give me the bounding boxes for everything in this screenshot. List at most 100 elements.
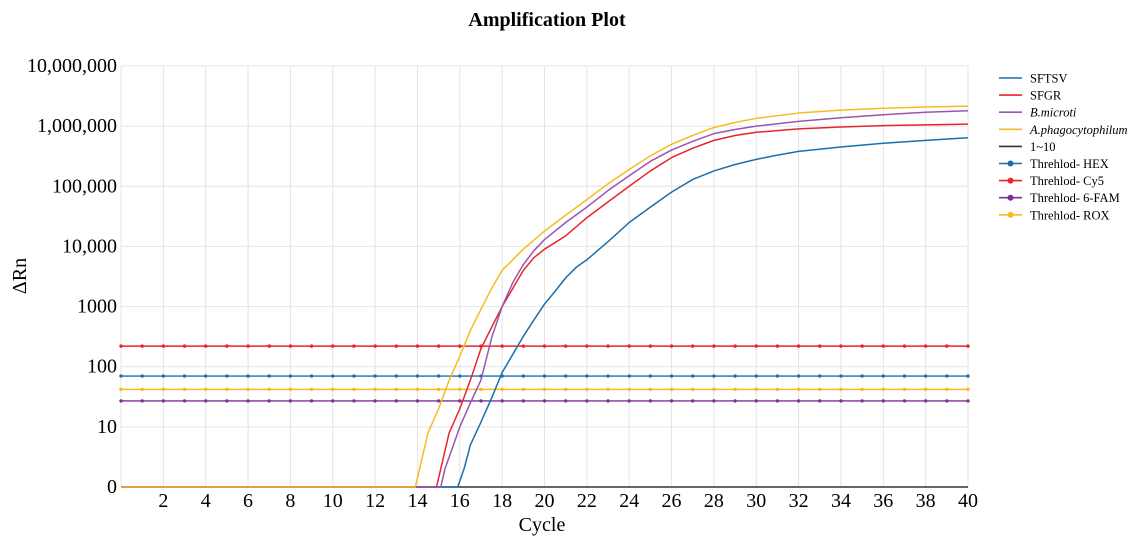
y-tick-label: 10,000 xyxy=(62,235,117,257)
threshold-marker xyxy=(712,344,716,348)
x-tick-label: 38 xyxy=(916,490,936,512)
threshold-line-5 xyxy=(119,374,970,378)
threshold-marker xyxy=(225,374,229,378)
threshold-marker xyxy=(246,374,250,378)
threshold-marker xyxy=(394,399,398,403)
y-tick-label: 0 xyxy=(107,476,117,498)
threshold-marker xyxy=(331,387,335,392)
legend-item: Threhlod- Cy5 xyxy=(999,174,1104,188)
threshold-marker xyxy=(754,374,758,378)
threshold-marker xyxy=(204,344,208,348)
threshold-marker xyxy=(140,374,144,378)
threshold-marker xyxy=(309,399,314,403)
threshold-marker xyxy=(754,344,758,348)
threshold-marker xyxy=(458,399,462,403)
threshold-marker xyxy=(606,387,610,392)
curve-sfgr xyxy=(121,123,969,488)
threshold-marker xyxy=(648,344,653,348)
threshold-marker xyxy=(818,374,822,378)
threshold-marker xyxy=(521,374,526,378)
threshold-marker xyxy=(267,387,271,392)
threshold-marker xyxy=(691,374,695,378)
threshold-marker xyxy=(119,387,123,392)
threshold-marker xyxy=(733,344,737,348)
threshold-marker xyxy=(839,374,843,378)
threshold-marker xyxy=(733,374,737,378)
y-tick-label: 1000 xyxy=(77,296,117,318)
threshold-marker xyxy=(415,374,420,378)
threshold-marker xyxy=(436,374,441,378)
threshold-marker xyxy=(542,387,547,392)
legend-marker xyxy=(1007,211,1014,218)
legend-item: B.microti xyxy=(999,106,1077,120)
threshold-marker xyxy=(521,344,526,348)
threshold-marker xyxy=(775,387,780,392)
threshold-marker xyxy=(860,374,864,378)
threshold-line-7 xyxy=(119,399,970,403)
threshold-marker xyxy=(585,374,589,378)
threshold-marker xyxy=(606,374,610,378)
threshold-marker xyxy=(436,387,441,392)
threshold-marker xyxy=(309,374,314,378)
legend-label: SFTSV xyxy=(1030,72,1068,86)
threshold-marker xyxy=(839,387,843,392)
threshold-marker xyxy=(923,387,928,392)
threshold-marker xyxy=(966,399,970,403)
threshold-marker xyxy=(267,399,271,403)
threshold-marker xyxy=(479,399,483,403)
threshold-marker xyxy=(309,387,314,392)
threshold-marker xyxy=(860,387,864,392)
legend-item: Threhlod- 6-FAM xyxy=(999,191,1120,205)
threshold-marker xyxy=(436,344,441,348)
threshold-marker xyxy=(225,387,229,392)
threshold-marker xyxy=(627,399,631,403)
x-tick-label: 36 xyxy=(873,490,893,512)
threshold-marker xyxy=(733,399,737,403)
threshold-marker xyxy=(373,399,377,403)
plot-area xyxy=(119,105,970,488)
legend-label: SFGR xyxy=(1030,89,1062,103)
threshold-marker xyxy=(860,399,864,403)
threshold-marker xyxy=(161,399,166,403)
threshold-marker xyxy=(966,387,970,392)
threshold-marker xyxy=(331,374,335,378)
threshold-marker xyxy=(945,387,949,392)
threshold-marker xyxy=(246,399,250,403)
threshold-marker xyxy=(331,344,335,348)
threshold-marker xyxy=(542,344,547,348)
threshold-marker xyxy=(436,399,441,403)
legend-marker xyxy=(1007,177,1014,184)
legend-item: Threhlod- HEX xyxy=(999,157,1109,171)
threshold-marker xyxy=(119,399,123,403)
threshold-marker xyxy=(415,344,420,348)
threshold-marker xyxy=(945,374,949,378)
threshold-marker xyxy=(923,399,928,403)
x-tick-label: 26 xyxy=(662,490,682,512)
legend-item: Threhlod- ROX xyxy=(999,208,1110,222)
threshold-marker xyxy=(182,374,187,378)
chart-title: Amplification Plot xyxy=(468,9,626,31)
threshold-marker xyxy=(394,344,398,348)
threshold-marker xyxy=(860,344,864,348)
threshold-marker xyxy=(415,387,420,392)
threshold-marker xyxy=(585,387,589,392)
y-tick-label: 10 xyxy=(97,416,117,438)
threshold-marker xyxy=(691,387,695,392)
threshold-marker xyxy=(479,387,483,392)
threshold-marker xyxy=(839,344,843,348)
threshold-marker xyxy=(585,399,589,403)
grid xyxy=(120,65,969,488)
threshold-marker xyxy=(140,344,144,348)
threshold-marker xyxy=(182,344,187,348)
threshold-marker xyxy=(945,399,949,403)
legend-item: 1~10 xyxy=(999,140,1056,154)
threshold-marker xyxy=(923,374,928,378)
threshold-marker xyxy=(161,344,166,348)
threshold-line-8 xyxy=(119,387,970,392)
threshold-marker xyxy=(521,387,526,392)
threshold-marker xyxy=(563,387,568,392)
x-axis-label: Cycle xyxy=(519,514,566,536)
y-tick-label: 100 xyxy=(87,356,117,378)
legend-label: Threhlod- ROX xyxy=(1030,208,1110,222)
threshold-marker xyxy=(288,387,293,392)
